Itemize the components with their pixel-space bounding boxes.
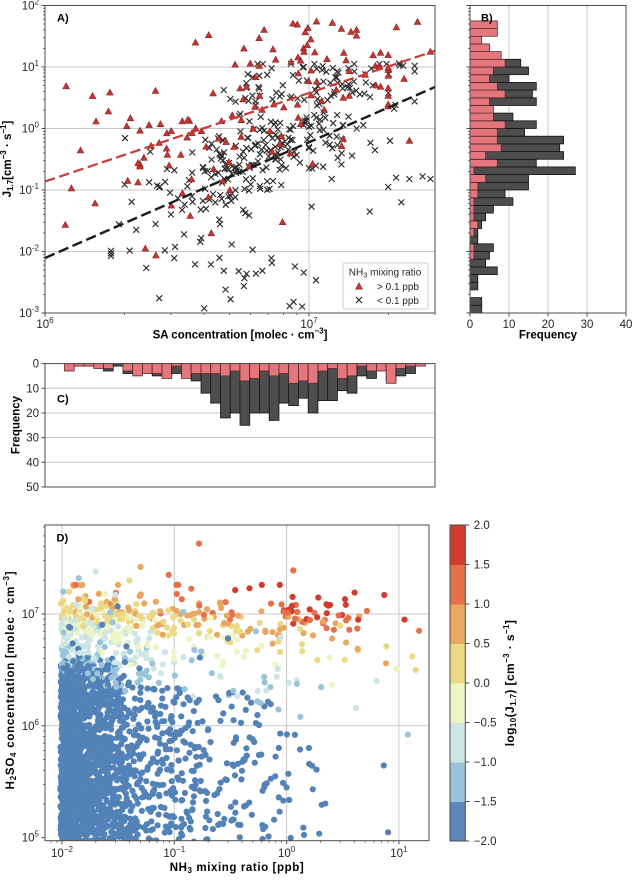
svg-text:2.0: 2.0 xyxy=(474,520,490,532)
svg-text:SA concentration [molec · cm−3: SA concentration [molec · cm−3] xyxy=(153,327,328,342)
svg-text:−1.0: −1.0 xyxy=(474,757,497,769)
svg-text:10: 10 xyxy=(503,319,516,331)
svg-text:30: 30 xyxy=(581,319,594,331)
svg-text:D): D) xyxy=(57,533,69,545)
svg-text:H2SO4 concentration [molec · c: H2SO4 concentration [molec · cm−3] xyxy=(2,571,18,790)
svg-text:1.0: 1.0 xyxy=(474,599,490,611)
svg-text:0.0: 0.0 xyxy=(474,678,490,690)
svg-text:20: 20 xyxy=(26,408,39,420)
svg-text:0: 0 xyxy=(33,359,39,371)
svg-text:0.5: 0.5 xyxy=(474,639,490,651)
svg-text:30: 30 xyxy=(26,433,39,445)
svg-text:1.5: 1.5 xyxy=(474,560,490,572)
svg-text:NH3 mixing ratio: NH3 mixing ratio xyxy=(349,268,422,280)
svg-text:NH3 mixing ratio [ppb]: NH3 mixing ratio [ppb] xyxy=(170,862,305,875)
svg-text:20: 20 xyxy=(542,319,555,331)
svg-text:40: 40 xyxy=(26,457,39,469)
svg-text:0: 0 xyxy=(467,319,473,331)
svg-text:log10(J1.7) [cm−3 · s−1]: log10(J1.7) [cm−3 · s−1] xyxy=(502,620,518,747)
svg-text:50: 50 xyxy=(26,482,39,494)
svg-text:J1.7[cm−3 · s−1]: J1.7[cm−3 · s−1] xyxy=(0,120,15,197)
svg-text:A): A) xyxy=(57,13,69,25)
svg-text:40: 40 xyxy=(620,319,633,331)
svg-text:Frequency: Frequency xyxy=(11,395,23,454)
svg-text:Frequency: Frequency xyxy=(519,330,578,342)
svg-text:−2.0: −2.0 xyxy=(474,836,497,848)
svg-text:−0.5: −0.5 xyxy=(474,718,497,730)
svg-text:B): B) xyxy=(481,13,493,25)
svg-text:C): C) xyxy=(57,394,69,406)
svg-text:10: 10 xyxy=(26,383,39,395)
svg-text:−1.5: −1.5 xyxy=(474,797,497,809)
svg-text:> 0.1 ppb: > 0.1 ppb xyxy=(377,282,419,293)
svg-text:< 0.1 ppb: < 0.1 ppb xyxy=(377,296,419,307)
